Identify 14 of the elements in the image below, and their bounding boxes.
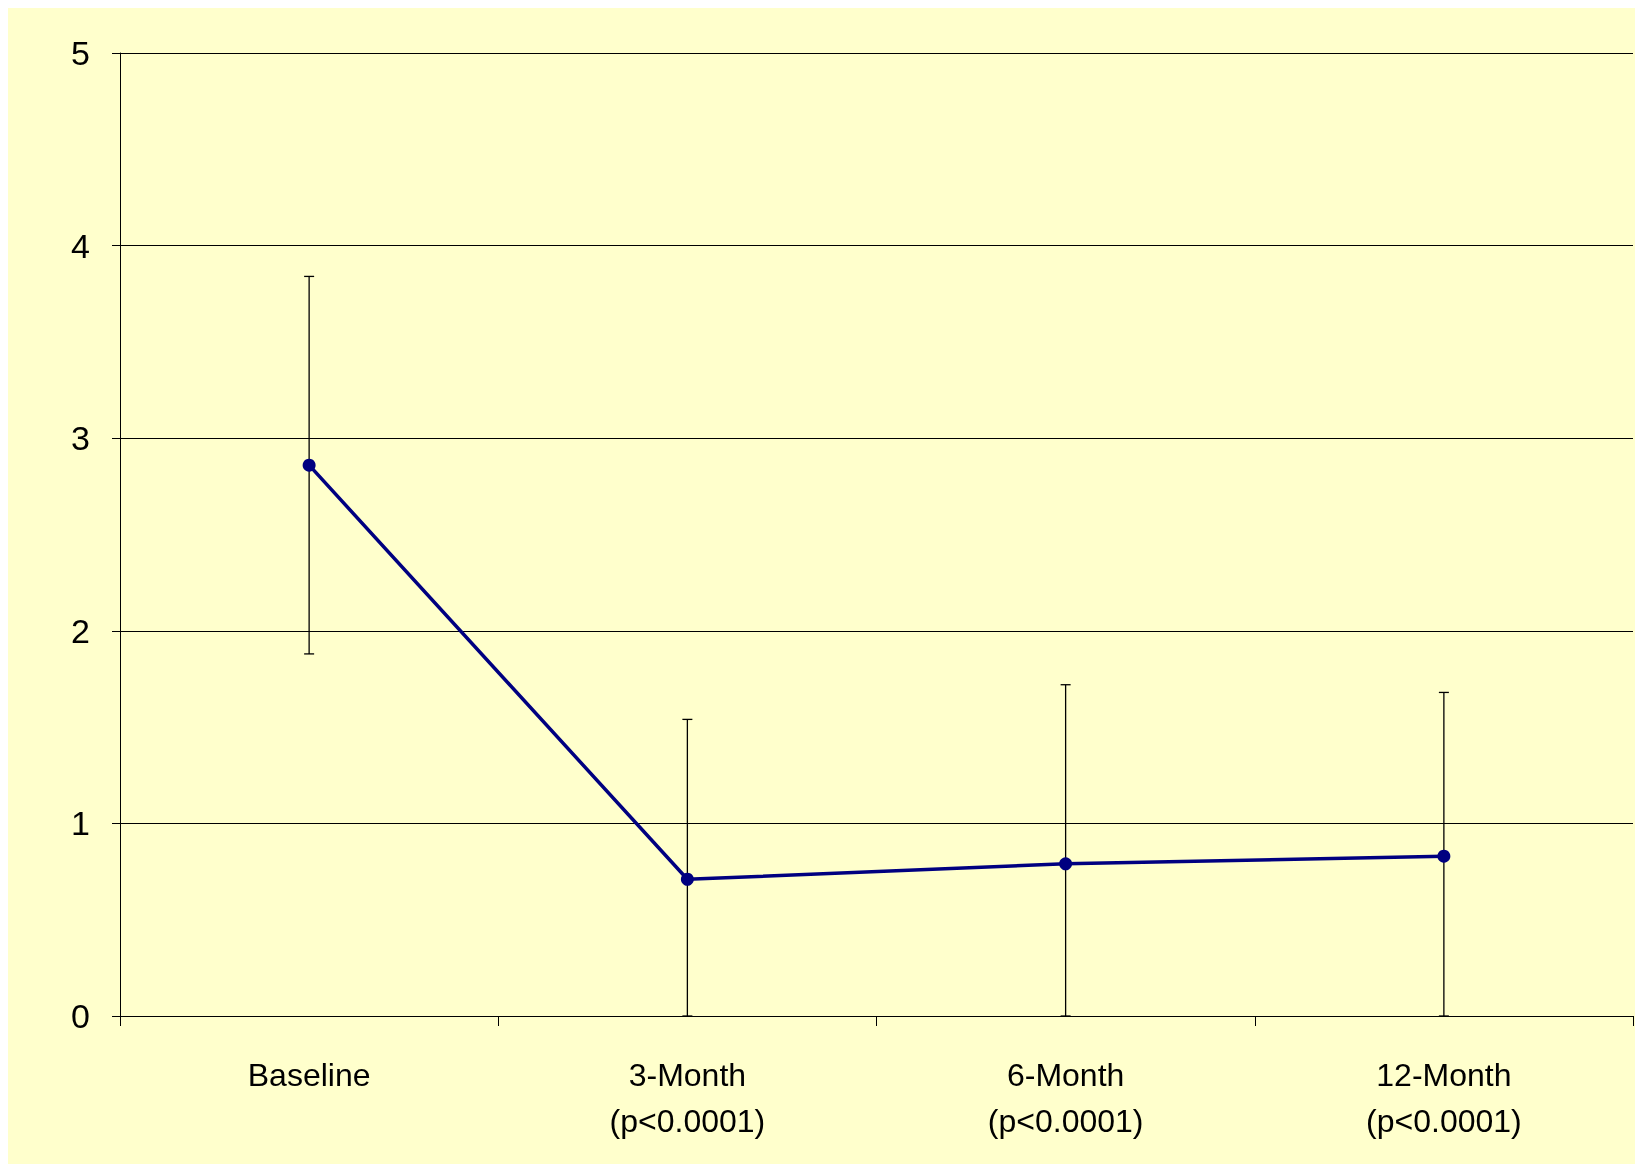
x-tick-label: 12-Month (p<0.0001) [1366, 1057, 1522, 1139]
x-tick-label: 3-Month (p<0.0001) [609, 1057, 766, 1139]
y-tick-label: 4 [71, 226, 90, 265]
point [680, 872, 694, 886]
x-tick-label: Baseline [247, 1057, 371, 1093]
point [302, 458, 316, 472]
point [1437, 849, 1451, 863]
x-tick-label: 6-Month (p<0.0001) [987, 1057, 1144, 1139]
y-tick-label: 1 [71, 804, 90, 843]
y-tick-label: 5 [71, 34, 90, 72]
y-tick-label: 2 [71, 611, 90, 650]
point [1059, 857, 1073, 871]
y-tick-label: 3 [71, 419, 90, 458]
y-tick-label: 0 [71, 997, 90, 1035]
